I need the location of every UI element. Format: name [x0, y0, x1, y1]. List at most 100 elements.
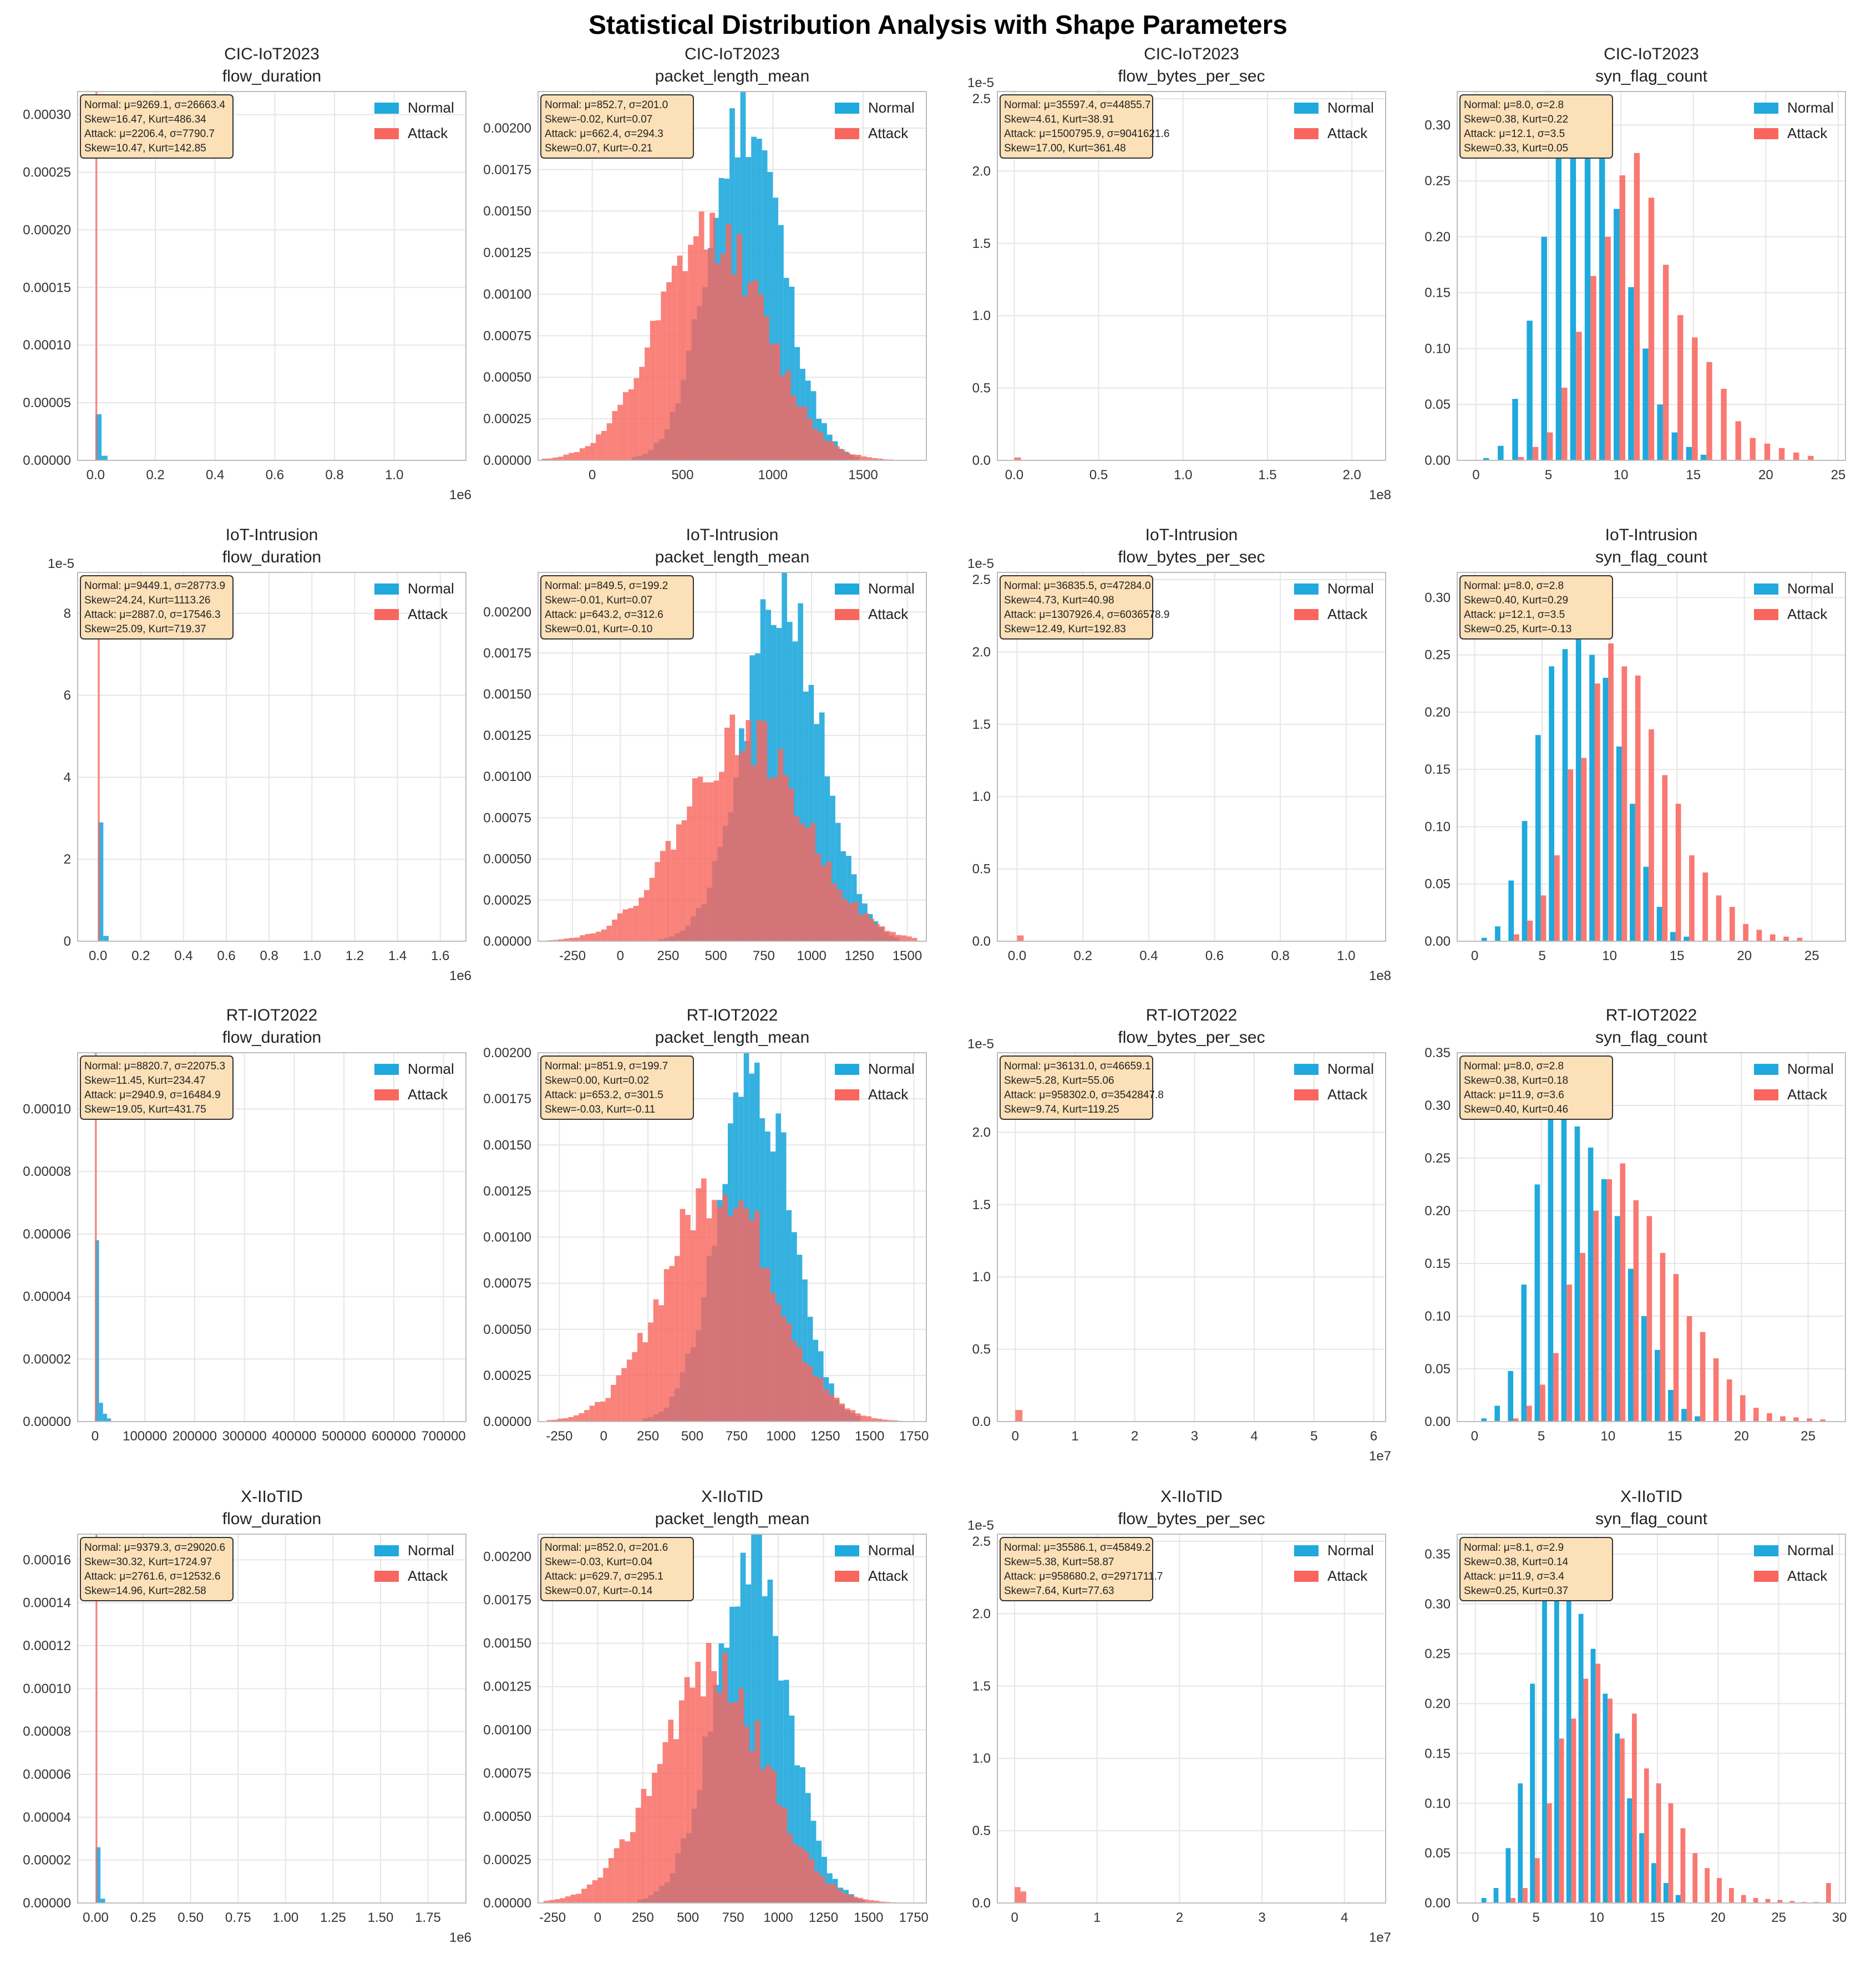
- attack-bar: [708, 782, 714, 941]
- stats-box: Normal: μ=8820.7, σ=22075.3 Skew=11.45, K…: [80, 1055, 234, 1120]
- axes-frame: [538, 572, 927, 942]
- attack-bar: [579, 448, 585, 460]
- x-tick-label: 2: [1176, 1910, 1183, 1925]
- x-tick-label: 1500: [855, 1429, 884, 1444]
- y-tick-label: 0.35: [1424, 1547, 1451, 1562]
- legend-attack-swatch: [1294, 128, 1319, 139]
- attack-bar: [1547, 432, 1553, 460]
- normal-bar: [810, 391, 817, 460]
- legend-normal-label: Normal: [1327, 580, 1374, 597]
- attack-bar: [1621, 666, 1627, 941]
- data-bars: [1017, 935, 1024, 941]
- attack-bar: [601, 430, 607, 460]
- attack-bar: [735, 755, 741, 941]
- attack-bar: [1660, 1253, 1666, 1422]
- attack-bar: [569, 938, 575, 941]
- attack-bar: [731, 274, 737, 460]
- stats-line: Normal: μ=852.7, σ=201.0: [545, 99, 668, 111]
- attack-bar: [568, 1417, 574, 1422]
- axes-frame: [77, 91, 467, 461]
- attack-bar: [585, 933, 591, 941]
- subplot-title-feature: syn_flag_count: [1595, 1028, 1707, 1047]
- attack-bar: [665, 841, 671, 941]
- stats-line: Skew=0.00, Kurt=0.02: [545, 1075, 649, 1087]
- stats-line: Normal: μ=35586.1, σ=45849.2: [1004, 1542, 1151, 1554]
- stats-box-bg: [1459, 1055, 1613, 1120]
- stats-line: Attack: μ=2206.4, σ=7790.7: [84, 128, 215, 140]
- x-tick-label: 750: [726, 1429, 748, 1444]
- legend: Normal Attack: [1754, 1060, 1834, 1103]
- y-tick-label: 2.5: [972, 572, 991, 587]
- x-tick-label: 15: [1686, 468, 1701, 483]
- attack-bar: [661, 291, 667, 460]
- attack-bar: [574, 451, 580, 460]
- attack-bar: [842, 899, 848, 941]
- x-tick-label: 0.0: [1005, 468, 1023, 483]
- attack-bar: [648, 1322, 653, 1422]
- normal-bar: [1505, 1848, 1511, 1903]
- y-tick-label: 0.00200: [483, 1046, 531, 1060]
- attack-bar: [1020, 1891, 1027, 1903]
- x-tick-label: 5: [1545, 468, 1552, 483]
- subplot-title-dataset: RT-IOT2022: [687, 1006, 778, 1024]
- attack-bar: [765, 1268, 770, 1422]
- attack-bar: [653, 1299, 659, 1422]
- x-scale-label: 1e8: [1369, 968, 1391, 983]
- attack-bar: [754, 1211, 760, 1422]
- y-tick-label: 0.00010: [23, 1681, 71, 1696]
- normal-bar: [102, 455, 108, 460]
- x-tick-label: 600000: [372, 1429, 416, 1444]
- normal-bar: [775, 1113, 781, 1422]
- attack-bar: [698, 211, 704, 460]
- subplot-title-feature: flow_duration: [222, 67, 321, 85]
- axes-frame: [77, 1534, 467, 1904]
- legend-normal-label: Normal: [868, 1060, 915, 1077]
- x-tick-label: 1750: [899, 1429, 929, 1444]
- data-bars: [1483, 119, 1814, 460]
- subplot-rt-iot2022-flow-duration: RT-IOT2022 flow_duration 0 100000 200000 3000…: [23, 1006, 467, 1444]
- normal-bar: [756, 1534, 762, 1903]
- attack-bar: [866, 1416, 871, 1422]
- x-tick-label: 1.2: [346, 948, 364, 963]
- x-tick-label: 0.75: [225, 1910, 251, 1925]
- legend-attack-swatch: [374, 1571, 399, 1582]
- x-tick-label: 15: [1670, 948, 1685, 963]
- x-tick-label: 25: [1801, 1429, 1816, 1444]
- normal-bar: [1655, 1349, 1660, 1422]
- attack-bar: [803, 1851, 809, 1903]
- stats-line: Normal: μ=8.0, σ=2.8: [1464, 580, 1564, 592]
- attack-bar: [797, 1347, 803, 1422]
- subplot-title-dataset: CIC-IoT2023: [224, 45, 320, 63]
- subplot-title-feature: packet_length_mean: [655, 1510, 810, 1528]
- y-tick-label: 0.00050: [483, 370, 531, 385]
- attack-bar: [1778, 448, 1785, 460]
- y-tick-label: 0.15: [1424, 762, 1451, 777]
- attack-bar: [846, 1895, 853, 1903]
- attack-bar: [580, 935, 585, 941]
- x-tick-label: 5: [1538, 948, 1545, 963]
- attack-bar: [706, 1643, 712, 1903]
- attack-bar: [802, 1362, 808, 1422]
- y-tick-label: 0.00125: [483, 246, 531, 261]
- normal-bar: [1542, 1598, 1547, 1903]
- y-tick-label: 0.00100: [483, 1230, 531, 1245]
- normal-bar: [107, 1418, 111, 1422]
- attack-bar: [765, 1765, 771, 1903]
- x-tick-label: 1: [1071, 1429, 1078, 1444]
- x-tick-label: 500: [705, 948, 727, 963]
- attack-bar: [646, 1796, 652, 1903]
- attack-bar: [872, 458, 878, 460]
- legend-normal-label: Normal: [408, 99, 454, 116]
- attack-bar: [1692, 337, 1698, 460]
- attack-bar: [1583, 1678, 1589, 1903]
- attack-bar: [818, 1378, 824, 1422]
- attack-bar: [818, 432, 824, 460]
- stats-line: Skew=16.47, Kurt=486.34: [84, 114, 206, 125]
- y-tick-label: 0.10: [1424, 1309, 1451, 1324]
- y-tick-label: 0.00002: [23, 1352, 71, 1367]
- attack-bar: [1777, 1900, 1783, 1903]
- attack-bar: [844, 1408, 850, 1422]
- data-bars: [1014, 457, 1021, 460]
- normal-bar: [1616, 746, 1622, 941]
- attack-bar: [1646, 1216, 1652, 1422]
